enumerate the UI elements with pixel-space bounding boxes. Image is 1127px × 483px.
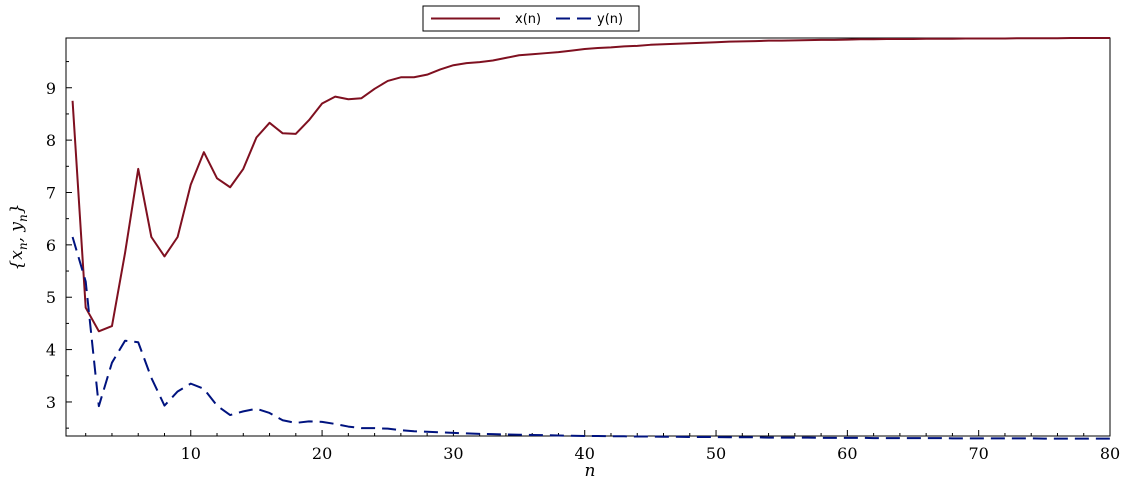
x-axis: 10 20 30 40 50 60 70 80 <box>85 430 1120 463</box>
legend-label-y: y(n) <box>597 12 623 27</box>
legend-label-x: x(n) <box>515 12 541 27</box>
y-tick-label: 7 <box>46 183 56 202</box>
y-label-comma: , <box>7 232 27 243</box>
y-label-sub-n1: n <box>16 242 30 250</box>
x-tick-label: 70 <box>968 444 988 463</box>
y-tick-label: 4 <box>46 341 56 360</box>
x-axis-label: n <box>585 461 596 481</box>
x-tick-label: 30 <box>443 444 463 463</box>
plot-frame <box>65 37 1111 437</box>
x-tick-label: 50 <box>706 444 726 463</box>
legend: x(n) y(n) <box>422 5 640 32</box>
y-tick-label: 9 <box>46 79 56 98</box>
x-tick-label: 80 <box>1100 444 1120 463</box>
y-label-x: x <box>7 250 27 260</box>
x-tick-label: 10 <box>181 444 201 463</box>
y-tick-label: 5 <box>46 288 56 307</box>
y-tick-label: 3 <box>46 393 56 412</box>
series-line-y <box>71 236 1110 440</box>
y-label-open-brace: { <box>7 260 27 271</box>
x-tick-label: 60 <box>837 444 857 463</box>
series-layer <box>71 37 1110 440</box>
series-line-x <box>71 37 1110 333</box>
svg-text:{xn, yn}: {xn, yn} <box>7 203 30 270</box>
y-tick-label: 6 <box>46 236 56 255</box>
y-label-sub-n2: n <box>16 214 30 222</box>
x-tick-label: 20 <box>312 444 332 463</box>
y-label-y: y <box>7 222 27 233</box>
y-label-close-brace: } <box>7 203 27 214</box>
x-tick-label: 40 <box>575 444 595 463</box>
y-tick-label: 8 <box>46 131 56 150</box>
y-axis-label: {xn, yn} <box>7 203 30 270</box>
y-axis: 3 4 5 6 7 8 9 <box>46 61 72 429</box>
